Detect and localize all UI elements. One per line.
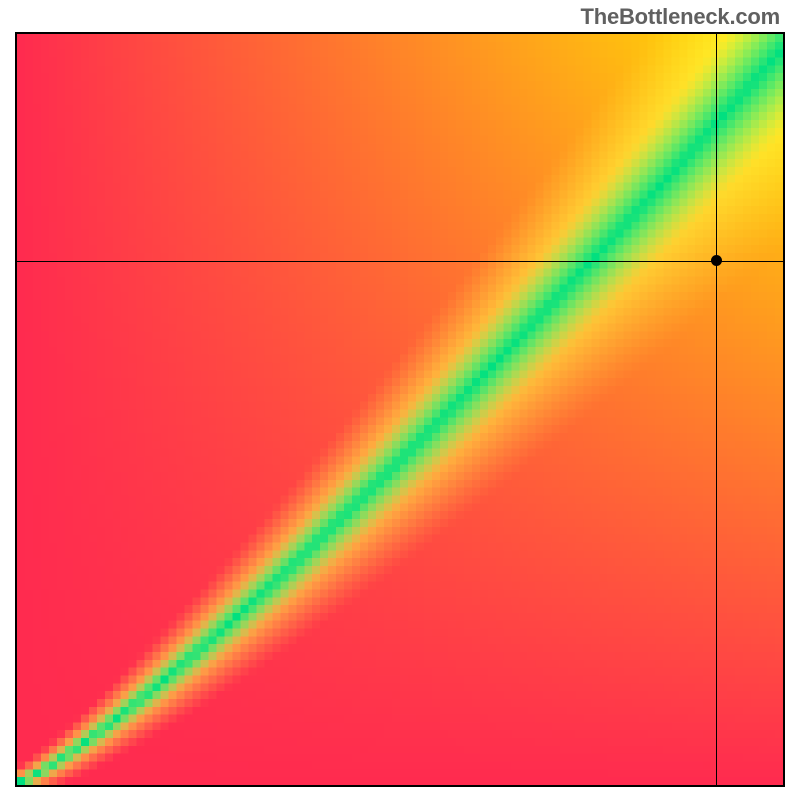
plot-frame	[15, 32, 785, 787]
bottleneck-marker	[711, 255, 722, 266]
crosshair-horizontal	[17, 261, 783, 262]
crosshair-vertical	[716, 34, 717, 785]
watermark: TheBottleneck.com	[580, 4, 780, 30]
chart-container: TheBottleneck.com	[0, 0, 800, 800]
heatmap-canvas	[17, 34, 783, 785]
